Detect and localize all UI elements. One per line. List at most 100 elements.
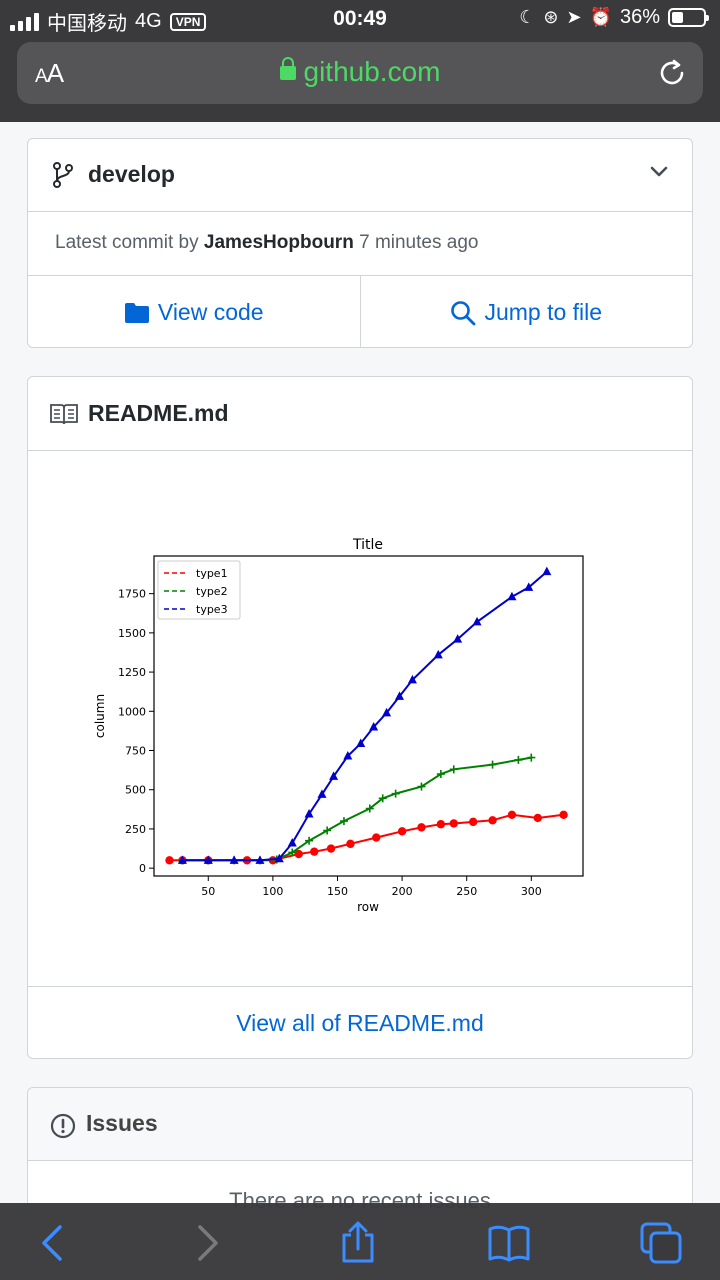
data-point-type2 [514, 755, 523, 764]
alarm-icon: ⏰ [589, 7, 612, 27]
address-bar[interactable]: AA github.com [17, 42, 703, 104]
clock: 00:49 [333, 7, 387, 30]
data-point-type3 [433, 649, 443, 659]
legend-label-type2: type2 [196, 585, 228, 598]
data-point-type3 [177, 855, 187, 864]
jump-to-file-label: Jump to file [484, 299, 603, 325]
moon-icon: ☾ [519, 7, 536, 27]
data-point-type1 [533, 813, 542, 823]
back-icon[interactable] [32, 1221, 76, 1265]
data-point-type2 [365, 804, 374, 813]
data-point-type3 [287, 838, 297, 847]
data-point-type2 [527, 753, 536, 762]
branch-card: develop Latest commit by JamesHopbourn 7… [27, 138, 693, 348]
data-point-type3 [356, 738, 366, 747]
data-point-type1 [397, 827, 407, 836]
branch-name: develop [88, 161, 175, 187]
view-all-readme-link[interactable]: View all of README.md [236, 1010, 484, 1036]
line-chart: Title row column 50 100 150 200 250 300 0 250 50… [93, 537, 584, 914]
commit-author[interactable]: JamesHopbourn [203, 232, 354, 253]
url-text: github.com [303, 56, 441, 87]
battery-percent: 36% [619, 6, 660, 28]
branch-selector[interactable]: develop [28, 139, 692, 212]
y-tick-label: 250 [125, 823, 146, 836]
signal-icon [10, 12, 39, 31]
data-point-type1 [294, 849, 303, 859]
x-tick-label: 250 [456, 885, 477, 898]
data-point-type3 [395, 691, 405, 700]
data-point-type1 [346, 839, 355, 849]
tabs-icon[interactable] [639, 1221, 683, 1265]
code-actions: View code Jump to file [28, 276, 693, 347]
data-point-type3 [304, 809, 314, 818]
data-point-type2 [449, 765, 458, 774]
data-point-type1 [468, 817, 478, 827]
view-code-button[interactable]: View code [28, 276, 360, 347]
forward-icon[interactable] [184, 1221, 228, 1265]
x-axis-label: row [357, 900, 379, 914]
data-point-type3 [203, 855, 213, 864]
jump-to-file-button[interactable]: Jump to file [359, 276, 693, 347]
readme-card: README.md Title row column 50 100 150 200 25… [27, 376, 693, 1059]
data-point-type3 [542, 566, 552, 576]
data-point-type1 [436, 820, 446, 829]
y-tick-label: 1750 [118, 588, 146, 601]
lock-icon [279, 57, 296, 80]
chart-title: Title [352, 537, 383, 553]
data-point-type2 [436, 770, 445, 779]
bookmarks-icon[interactable] [487, 1221, 531, 1265]
data-point-type3 [472, 616, 482, 626]
data-point-type1 [372, 833, 381, 842]
y-tick-label: 500 [125, 784, 146, 797]
carrier-name: 中国移动 [47, 13, 127, 35]
data-point-type1 [559, 810, 568, 820]
data-point-type1 [417, 823, 426, 832]
data-point-type2 [391, 789, 400, 798]
legend-label-type3: type3 [196, 603, 228, 616]
book-icon [50, 404, 78, 425]
vpn-badge: VPN [169, 12, 207, 31]
issues-title: Issues [86, 1110, 158, 1136]
data-point-type2 [288, 848, 297, 857]
legend-label-type1: type1 [196, 567, 228, 580]
url-display[interactable]: github.com [17, 56, 703, 88]
y-tick-label: 750 [125, 745, 146, 758]
readme-header: README.md [28, 377, 692, 451]
orientation-lock-icon: ⊛ [543, 7, 559, 27]
folder-icon [124, 302, 149, 323]
data-point-type2 [378, 794, 387, 803]
data-point-type3 [255, 855, 265, 864]
battery-icon [668, 8, 709, 27]
data-point-type1 [310, 847, 319, 856]
x-tick-label: 300 [521, 885, 542, 898]
data-point-type3 [382, 707, 392, 717]
data-point-type1 [507, 810, 517, 820]
data-point-type2 [323, 826, 332, 835]
share-icon[interactable] [336, 1221, 380, 1265]
data-point-type3 [317, 789, 327, 798]
data-point-type1 [165, 856, 174, 865]
reload-icon[interactable] [655, 56, 689, 90]
y-axis-label: column [93, 694, 107, 738]
data-point-type1 [449, 819, 458, 828]
readme-chart: Title row column 50 100 150 200 250 300 0 250 50… [28, 451, 692, 987]
issue-opened-icon [50, 1113, 76, 1139]
network-type: 4G [135, 10, 162, 32]
y-tick-label: 1500 [118, 627, 146, 640]
data-point-type2 [305, 836, 314, 845]
data-point-type3 [343, 751, 353, 760]
data-point-type3 [407, 674, 417, 684]
commit-prefix: Latest commit by [55, 232, 199, 253]
x-tick-label: 200 [392, 885, 413, 898]
text-size-button[interactable]: AA [35, 58, 64, 88]
git-branch-icon [53, 162, 73, 188]
x-tick-label: 50 [201, 885, 215, 898]
x-tick-label: 150 [327, 885, 348, 898]
data-point-type2 [417, 782, 426, 791]
view-code-label: View code [157, 299, 264, 325]
chevron-down-icon[interactable] [650, 165, 668, 179]
data-point-type3 [507, 591, 517, 601]
location-icon: ➤ [566, 7, 582, 27]
y-tick-label: 0 [139, 862, 146, 875]
data-point-type3 [229, 855, 239, 864]
